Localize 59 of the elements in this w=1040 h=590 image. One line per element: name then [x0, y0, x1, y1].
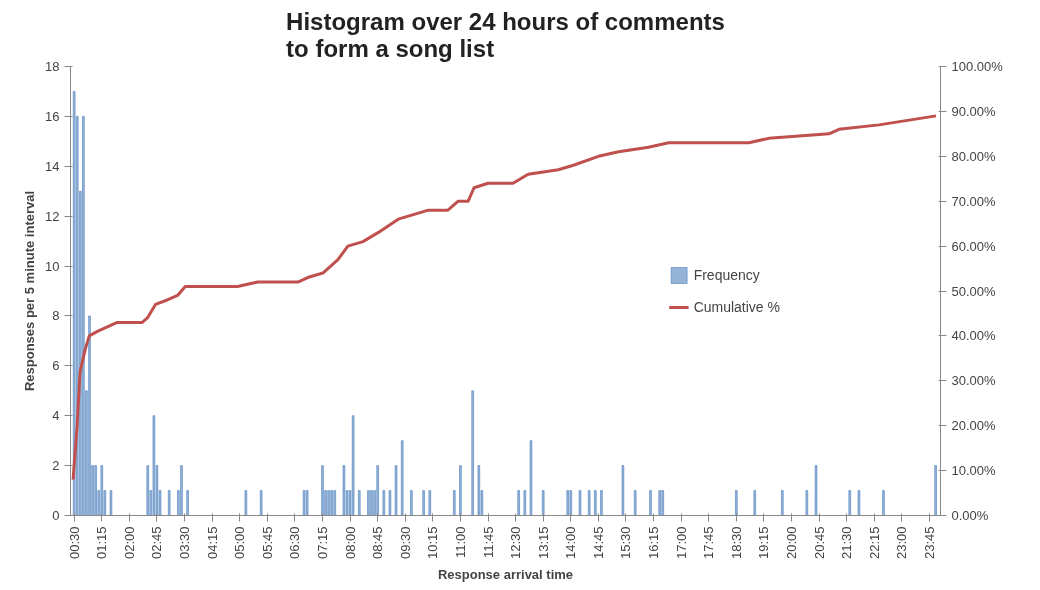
- x-tick-label: 13:15: [535, 526, 551, 560]
- x-tick-label: 03:30: [177, 526, 193, 560]
- y2-tick-label: 80.00%: [951, 148, 997, 164]
- y2-tick-label: 100.00%: [951, 59, 1004, 74]
- x-tick-label: 17:00: [673, 526, 689, 560]
- y-tick-label: 2: [52, 458, 60, 474]
- y-tick-label: 6: [52, 358, 60, 374]
- y2-tick-label: 40.00%: [951, 328, 997, 344]
- x-tick-label: 09:30: [397, 526, 413, 560]
- x-tick-label: 02:00: [121, 526, 137, 560]
- x-tick-label: 07:15: [314, 526, 330, 560]
- x-tick-label: 11:00: [452, 526, 468, 559]
- x-tick-label: 10:15: [425, 526, 441, 560]
- x-tick-label: 21:30: [839, 526, 855, 560]
- x-tick-label: 18:30: [728, 526, 744, 560]
- x-tick-label: 20:45: [811, 526, 827, 560]
- x-tick-label: 11:45: [480, 526, 496, 559]
- legend-label: Cumulative %: [693, 298, 780, 315]
- x-tick-label: 12:30: [508, 526, 524, 560]
- line-series: [71, 114, 938, 482]
- x-tick-label: 00:30: [66, 526, 82, 560]
- y2-tick-label: 20.00%: [951, 418, 997, 434]
- x-tick-label: 16:15: [646, 526, 662, 560]
- y2-tick-label: 90.00%: [951, 103, 997, 119]
- x-tick-label: 23:00: [894, 526, 910, 560]
- x-tick-label: 14:00: [563, 526, 579, 560]
- x-tick-label: 17:45: [701, 526, 717, 560]
- chart-title: Histogram over 24 hours of comments to form a song list: [286, 7, 725, 62]
- legend-label: Frequency: [693, 266, 760, 283]
- y2-tick-label: 70.00%: [951, 193, 997, 209]
- y2-tick-label: 30.00%: [951, 373, 997, 389]
- y2-tick-label: 50.00%: [951, 283, 997, 299]
- y2-tick-label: 60.00%: [951, 238, 997, 254]
- x-tick-label: 05:00: [232, 526, 248, 560]
- x-tick-label: 06:30: [287, 526, 303, 560]
- y-tick-label: 8: [52, 308, 60, 324]
- y2-tick-label: 0.00%: [951, 508, 989, 523]
- x-tick-label: 22:15: [866, 526, 882, 560]
- x-tick-label: 14:45: [590, 526, 606, 560]
- x-tick-label: 20:00: [784, 526, 800, 560]
- x-tick-label: 19:15: [756, 526, 772, 560]
- y-tick-label: 4: [52, 408, 60, 424]
- y-tick-label: 12: [45, 208, 60, 224]
- x-tick-label: 02:45: [149, 526, 165, 560]
- x-tick-label: 05:45: [259, 526, 275, 560]
- y-tick-label: 14: [45, 158, 60, 174]
- x-tick-label: 08:45: [370, 526, 386, 560]
- x-tick-label: 01:15: [94, 526, 110, 560]
- y-tick-label: 18: [45, 59, 60, 74]
- y-tick-label: 16: [45, 108, 60, 124]
- y-tick-label: 0: [52, 508, 60, 523]
- x-tick-label: 04:15: [204, 526, 220, 560]
- x-tick-label: 15:30: [618, 526, 634, 560]
- y-axis-title: Responses per 5 minute interval: [22, 190, 38, 392]
- x-tick-label: 08:00: [342, 526, 358, 560]
- x-tick-label: 23:45: [921, 526, 937, 560]
- x-axis-title: Response arrival time: [437, 567, 574, 583]
- y-tick-label: 10: [45, 258, 60, 274]
- y2-tick-label: 10.00%: [951, 463, 997, 479]
